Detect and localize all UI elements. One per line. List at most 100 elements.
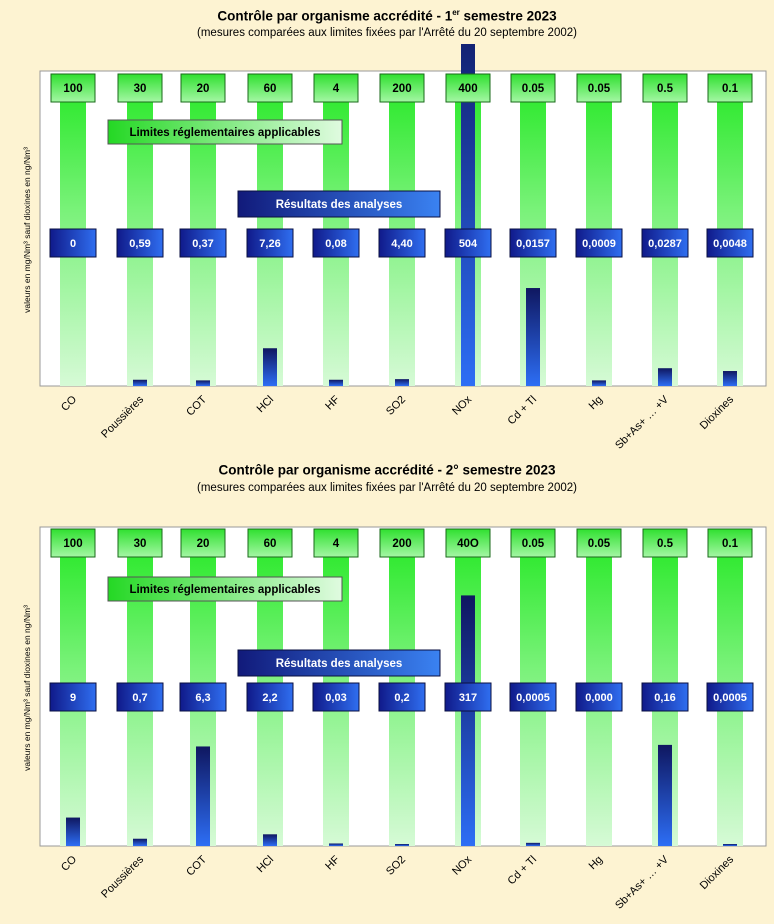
result-bar <box>723 844 737 846</box>
result-value-box <box>49 682 97 712</box>
result-value: 0,03 <box>325 692 346 704</box>
category-label: Poussières <box>99 853 146 900</box>
category-label: Hg <box>587 854 605 872</box>
result-value: 6,3 <box>195 692 210 704</box>
result-value-box <box>378 682 426 712</box>
category-label: Sb+As+ … +V <box>613 393 671 451</box>
results-legend-label: Résultats des analyses <box>276 199 403 211</box>
limit-value-box <box>510 73 556 103</box>
category-label: SO2 <box>384 854 408 878</box>
limit-value-box <box>707 528 753 558</box>
chart-2-title: Contrôle par organisme accrédité - 2° se… <box>218 462 556 478</box>
result-value: 317 <box>459 692 477 704</box>
limit-value: 200 <box>392 538 411 550</box>
limit-value: 60 <box>264 83 277 95</box>
result-value: 0,0005 <box>516 692 550 704</box>
chart-1-subtitle: (mesures comparées aux limites fixées pa… <box>197 27 577 39</box>
limit-value: 0.05 <box>522 83 545 95</box>
result-bar <box>526 288 540 386</box>
limit-value: 0.1 <box>722 83 739 95</box>
limit-value-box <box>379 528 425 558</box>
result-bar <box>263 834 277 846</box>
category-label: NOx <box>450 393 474 417</box>
result-value-box <box>179 682 227 712</box>
result-value-box <box>49 228 97 258</box>
result-bar <box>196 380 210 386</box>
result-value-box <box>444 682 492 712</box>
result-bar <box>723 371 737 386</box>
limit-value: 0.1 <box>722 538 739 550</box>
category-label: CO <box>59 853 79 873</box>
results-legend-label: Résultats des analyses <box>276 658 403 670</box>
result-value-box <box>509 682 557 712</box>
result-value: 0,16 <box>654 692 675 704</box>
limit-value-box <box>445 73 491 103</box>
limit-value-box <box>642 528 688 558</box>
category-label: Dioxines <box>698 853 737 892</box>
category-label: Sb+As+ … +V <box>613 853 671 911</box>
limits-legend-label: Limites réglementaires applicables <box>129 127 320 139</box>
limit-value: 400 <box>458 83 477 95</box>
result-value: 9 <box>70 692 76 704</box>
category-label: HF <box>323 853 342 872</box>
limit-value: 0.05 <box>588 83 611 95</box>
category-label: COT <box>184 853 209 878</box>
limit-value: 30 <box>134 83 147 95</box>
limit-value: 100 <box>63 538 82 550</box>
limit-value-box <box>445 528 491 558</box>
limit-value-box <box>379 73 425 103</box>
limit-value: 0.5 <box>657 538 674 550</box>
limits-legend-box <box>107 576 343 602</box>
result-value: 0,7 <box>132 692 147 704</box>
result-bar <box>461 44 475 386</box>
category-label: Poussières <box>99 393 146 440</box>
limit-value-box <box>576 528 622 558</box>
results-legend-box <box>237 190 441 218</box>
result-value: 0,0157 <box>516 238 550 250</box>
result-value-box <box>116 682 164 712</box>
limit-value-box <box>642 73 688 103</box>
result-value: 0,0005 <box>713 692 747 704</box>
limit-value-box <box>50 528 96 558</box>
result-bar <box>592 380 606 386</box>
result-bar <box>263 348 277 386</box>
limit-value: 20 <box>197 83 210 95</box>
category-label: SO2 <box>384 394 408 418</box>
result-value-box <box>509 228 557 258</box>
limit-value: 60 <box>264 538 277 550</box>
category-label: CO <box>59 393 79 413</box>
result-bar <box>329 843 343 846</box>
result-value: 0,0287 <box>648 238 682 250</box>
result-value-box <box>312 682 360 712</box>
result-value-box <box>444 228 492 258</box>
limits-legend-box <box>107 119 343 145</box>
result-bar <box>133 379 147 386</box>
chart-1-title: Contrôle par organisme accrédité - 1er s… <box>217 8 557 24</box>
result-value-box <box>312 228 360 258</box>
result-value: 0,08 <box>325 238 346 250</box>
limit-value: 4 <box>333 538 340 550</box>
limit-value-box <box>180 528 226 558</box>
result-value: 2,2 <box>262 692 277 704</box>
limit-value: 100 <box>63 83 82 95</box>
limits-legend-label: Limites réglementaires applicables <box>129 584 320 596</box>
result-value-box <box>246 228 294 258</box>
limit-value-box <box>117 528 163 558</box>
result-value-box <box>641 682 689 712</box>
result-bar <box>196 746 210 846</box>
category-label: HCl <box>255 394 276 415</box>
chart-2-subtitle: (mesures comparées aux limites fixées pa… <box>197 482 577 494</box>
limit-value: 4 <box>333 83 340 95</box>
limit-value: 200 <box>392 83 411 95</box>
result-bar <box>395 379 409 386</box>
category-label: HF <box>323 393 342 412</box>
result-value-box <box>116 228 164 258</box>
y-axis-label: valeurs en mg/Nm³ sauf dioxines en ng/Nm… <box>22 147 32 313</box>
limit-value-box <box>576 73 622 103</box>
limit-value: 0.05 <box>522 538 545 550</box>
limit-value-box <box>50 73 96 103</box>
limit-value-box <box>510 528 556 558</box>
chart-2: 100 9 CO 30 0,7 Poussières 20 6,3 COT 60 2,2 HCl 4 0,… <box>22 526 767 912</box>
result-value: 0,000 <box>585 692 613 704</box>
limit-value-box <box>313 73 359 103</box>
